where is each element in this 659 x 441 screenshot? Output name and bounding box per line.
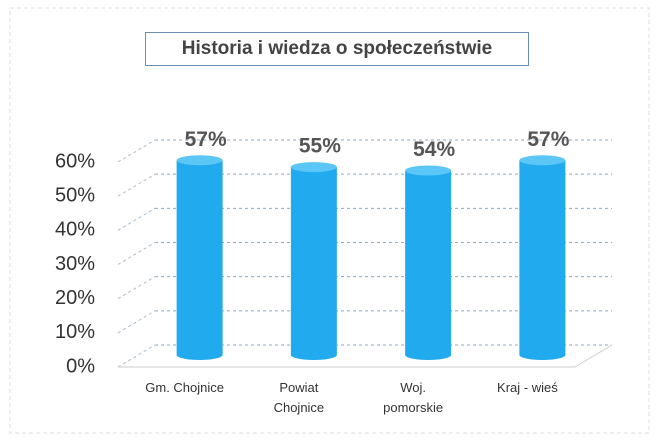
chart-title: Historia i wiedza o społeczeństwie xyxy=(145,32,529,66)
y-tick-label: 40% xyxy=(55,219,95,241)
bar-cap xyxy=(405,165,452,176)
y-tick-label: 30% xyxy=(55,253,95,275)
grid-line-depth xyxy=(117,207,156,231)
bar-body xyxy=(519,160,566,360)
bar-cap xyxy=(176,155,223,166)
value-label: 57% xyxy=(185,128,227,151)
bar-cap xyxy=(290,162,337,173)
value-label: 55% xyxy=(299,135,341,158)
bar-body xyxy=(405,170,452,360)
bar-body xyxy=(176,160,223,360)
y-tick-label: 10% xyxy=(55,321,95,343)
x-tick-label: Kraj - wieś xyxy=(497,380,558,395)
x-tick-label: Gm. Chojnice xyxy=(145,380,224,395)
value-label: 54% xyxy=(413,138,455,161)
bar xyxy=(176,155,223,360)
grid-line-depth xyxy=(117,310,156,334)
grid-line-depth xyxy=(117,242,156,265)
bar-body xyxy=(290,167,337,360)
x-tick-label: Powiat Chojnice xyxy=(273,380,325,415)
bar xyxy=(290,162,337,360)
bar xyxy=(519,155,566,360)
bar-cap xyxy=(519,155,566,166)
value-label: 57% xyxy=(527,128,569,151)
y-tick-label: 0% xyxy=(66,355,95,377)
grid-line-depth xyxy=(117,276,156,300)
axis-floor-right xyxy=(574,344,613,368)
x-tick-label: Woj. pomorskie xyxy=(383,380,444,415)
y-tick-label: 50% xyxy=(55,184,95,206)
grid-line-depth xyxy=(117,173,156,197)
grid-line-depth xyxy=(117,344,156,368)
y-tick-label: 60% xyxy=(55,150,95,172)
grid-line-depth xyxy=(117,139,156,163)
bar xyxy=(405,165,452,360)
y-tick-label: 20% xyxy=(55,287,95,309)
